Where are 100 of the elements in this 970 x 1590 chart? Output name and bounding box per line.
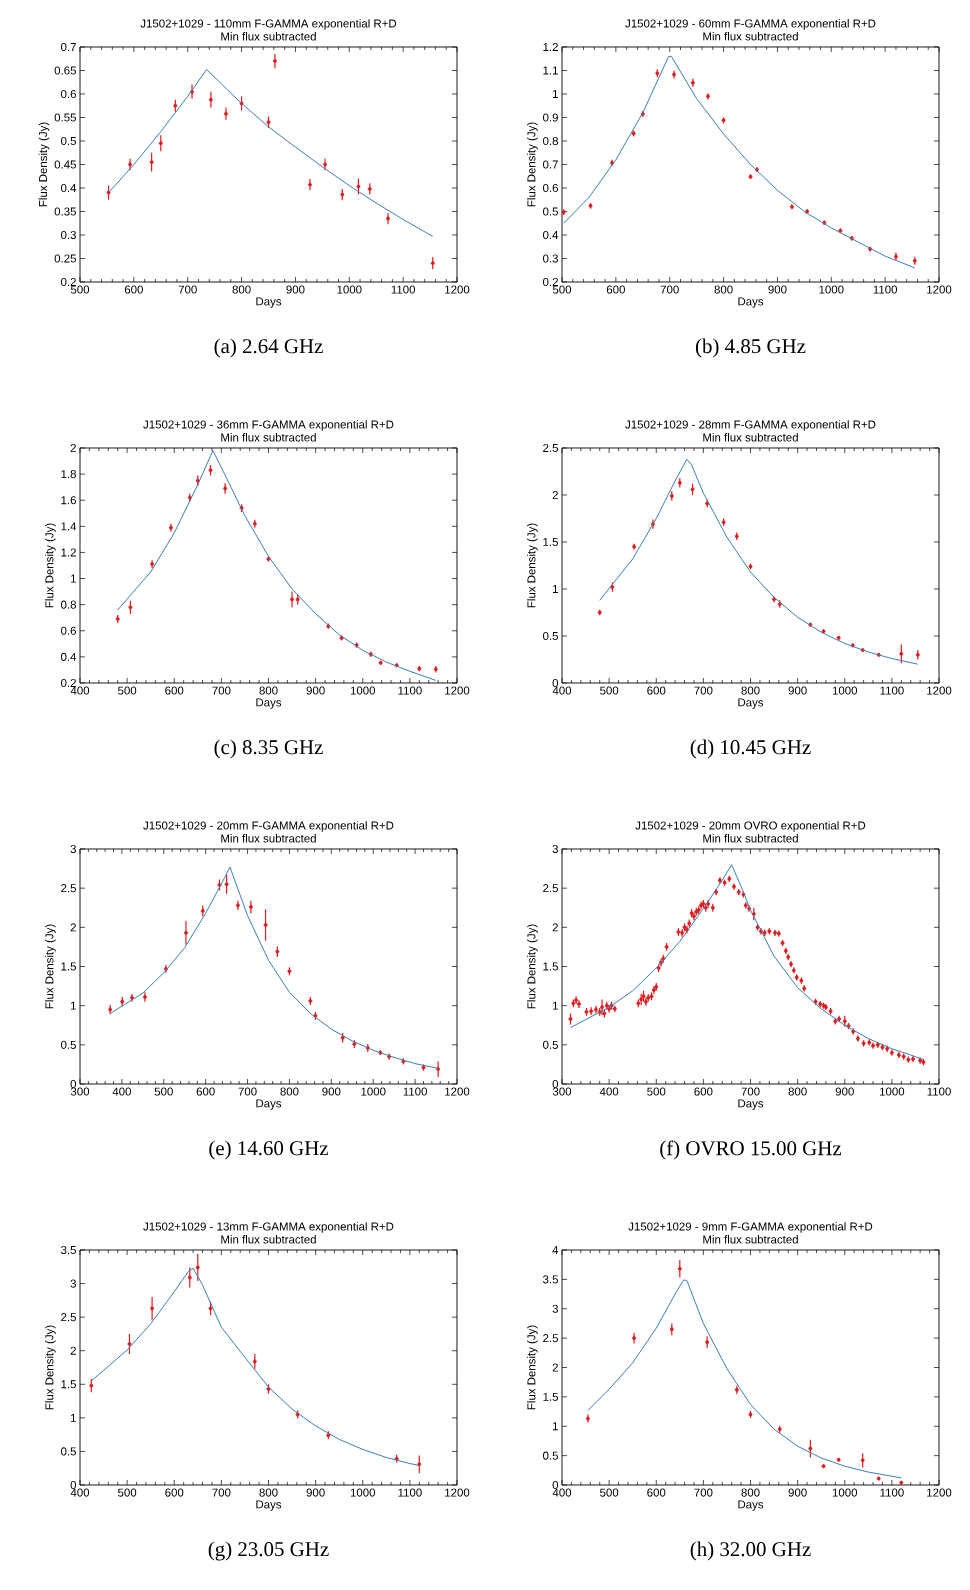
chart-title: J1502+1029 - 20mm F-GAMMA exponential R+D: [143, 821, 394, 832]
y-tick-label: 0.4: [61, 652, 77, 661]
x-tick-label: 600: [606, 285, 625, 294]
x-tick-label: 300: [70, 1087, 90, 1096]
x-tick-label: 900: [306, 1488, 325, 1497]
chart-title: J1502+1029 - 60mm F-GAMMA exponential R+D: [625, 19, 876, 30]
y-tick-label: 0.8: [543, 136, 558, 146]
y-tick-label: 0.5: [543, 631, 559, 641]
y-tick-label: 0.5: [543, 1040, 559, 1049]
x-tick-label: 900: [286, 285, 305, 294]
chart-title: J1502+1029 - 36mm F-GAMMA exponential R+D: [143, 420, 394, 431]
y-tick-label: 1.1: [543, 66, 558, 75]
y-tick-label: 0.2: [61, 678, 76, 688]
x-tick-label: 1200: [445, 686, 470, 695]
y-tick-label: 0.4: [61, 183, 77, 193]
chart-subtitle: Min flux subtracted: [703, 1235, 798, 1244]
x-axis-title: Days: [738, 297, 764, 308]
x-tick-label: 500: [552, 285, 572, 294]
x-tick-label: 1000: [832, 1488, 858, 1497]
y-tick-label: 2: [552, 1363, 558, 1372]
chart-title: J1502+1029 - 20mm OVRO exponential R+D: [635, 821, 866, 832]
y-tick-label: 3: [70, 844, 76, 854]
y-tick-label: 2.5: [61, 884, 76, 893]
y-tick-label: 1: [70, 1001, 76, 1010]
y-tick-label: 2: [70, 923, 76, 932]
x-tick-label: 300: [552, 1087, 572, 1096]
x-tick-label: 800: [788, 1087, 807, 1096]
y-tick-label: 0.5: [61, 136, 76, 146]
x-tick-label: 1000: [350, 1488, 376, 1497]
y-tick-label: 1.4: [61, 522, 77, 531]
y-tick-label: 1.2: [543, 42, 558, 51]
x-tick-label: 600: [647, 1488, 666, 1497]
y-tick-label: 1: [552, 1422, 558, 1431]
text: (e) 14.60 GHz: [209, 1140, 329, 1160]
chart-subtitle: Min flux subtracted: [221, 834, 316, 843]
x-tick-label: 400: [70, 686, 90, 695]
x-tick-label: 800: [714, 285, 733, 294]
x-tick-label: 1000: [832, 686, 858, 695]
x-tick-label: 600: [196, 1087, 215, 1096]
text: (d) 10.45 GHz: [690, 739, 811, 759]
y-tick-label: 3.5: [60, 1245, 76, 1255]
y-tick-label: 0.7: [543, 160, 558, 169]
y-tick-label: 2: [70, 443, 76, 452]
x-tick-label: 1100: [873, 285, 898, 294]
x-tick-label: 500: [600, 1488, 619, 1497]
x-tick-label: 600: [165, 1488, 184, 1497]
x-tick-label: 900: [788, 1488, 807, 1497]
y-tick-label: 2: [70, 1346, 76, 1355]
y-axis-title: Flux Density (Jy): [45, 924, 56, 1009]
text: (f) OVRO 15.00 GHz: [660, 1140, 842, 1160]
x-axis-title: Days: [738, 1500, 764, 1511]
y-tick-label: 0: [552, 678, 559, 688]
x-tick-label: 1200: [927, 1488, 952, 1497]
x-tick-label: 1200: [445, 1087, 470, 1096]
x-tick-label: 600: [694, 1087, 713, 1096]
x-tick-label: 1000: [361, 1087, 386, 1096]
y-tick-label: 1.2: [61, 548, 76, 557]
y-tick-label: 2.5: [61, 1313, 76, 1322]
x-axis-title: Days: [738, 1099, 764, 1110]
x-tick-label: 700: [741, 1087, 760, 1096]
y-tick-label: 0.25: [54, 254, 76, 263]
x-tick-label: 800: [280, 1087, 299, 1096]
y-axis-title: Flux Density (Jy): [527, 523, 538, 608]
x-tick-label: 700: [238, 1087, 257, 1096]
y-tick-label: 0.4: [543, 230, 559, 240]
x-tick-label: 700: [694, 686, 713, 695]
x-tick-label: 800: [741, 686, 760, 695]
y-tick-label: 1.8: [61, 470, 76, 479]
x-tick-label: 800: [232, 285, 251, 294]
x-tick-label: 1000: [880, 1087, 905, 1096]
x-tick-label: 800: [259, 686, 278, 695]
y-tick-label: 1: [552, 1001, 558, 1010]
x-tick-label: 500: [118, 686, 137, 695]
y-tick-label: 1.5: [543, 538, 559, 546]
x-tick-label: 600: [124, 285, 143, 294]
y-tick-label: 0.55: [54, 113, 76, 122]
y-tick-label: 0.6: [543, 183, 558, 193]
x-tick-label: 1200: [927, 686, 952, 695]
x-tick-label: 900: [768, 285, 787, 294]
x-tick-label: 1100: [880, 686, 904, 695]
x-tick-label: 1100: [398, 686, 422, 695]
y-axis-title: Flux Density (Jy): [38, 122, 50, 207]
chart-title: J1502+1029 - 13mm F-GAMMA exponential R+D: [143, 1222, 394, 1233]
y-tick-label: 2.5: [543, 443, 559, 453]
chart-subtitle: Min flux subtracted: [703, 433, 798, 442]
x-axis-title: Days: [256, 1099, 282, 1110]
x-tick-label: 1100: [880, 1488, 904, 1497]
chart-subtitle: Min flux subtracted: [221, 433, 316, 442]
x-tick-label: 600: [647, 686, 666, 695]
x-tick-label: 500: [647, 1087, 666, 1096]
x-tick-label: 900: [788, 686, 807, 695]
y-tick-label: 2: [552, 923, 558, 932]
y-tick-label: 0.35: [54, 207, 76, 216]
text: (a) 2.64 GHz: [214, 338, 323, 358]
chart-subtitle: Min flux subtracted: [221, 32, 316, 41]
text: (g) 23.05 GHz: [208, 1541, 329, 1561]
x-tick-label: 1000: [337, 285, 362, 294]
x-tick-label: 700: [178, 285, 197, 294]
y-tick-label: 0.2: [543, 277, 558, 287]
x-tick-label: 400: [70, 1488, 90, 1497]
